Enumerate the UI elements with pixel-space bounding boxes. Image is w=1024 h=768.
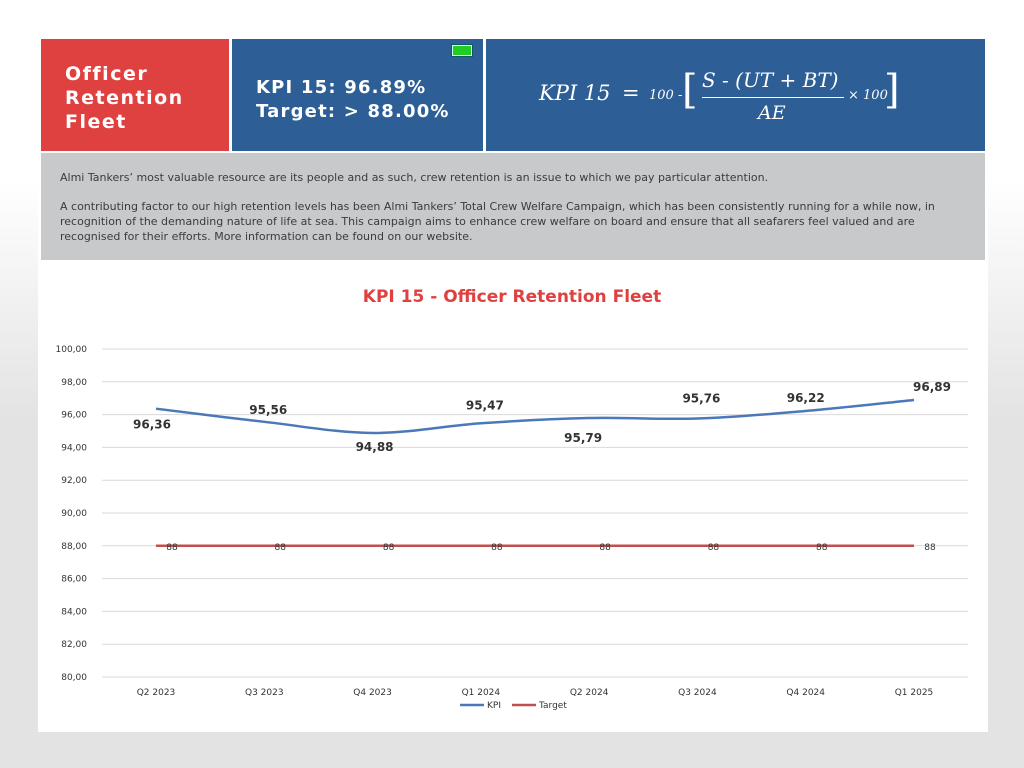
formula-numerator: S - (UT + BT) [702, 68, 839, 92]
target-data-label: 88 [383, 543, 395, 553]
formula-close-bracket: ] [884, 67, 900, 113]
formula-open-bracket: [ [682, 67, 698, 113]
x-tick-label: Q4 2023 [353, 688, 392, 698]
title-line: Retention [65, 87, 184, 109]
description-paragraph: Almi Tankers’ most valuable resource are… [60, 171, 769, 184]
formula-tile: KPI 15 = 100 - [ S - (UT + BT) AE × 100 … [486, 39, 985, 151]
kpi-data-label: 95,56 [249, 403, 287, 417]
x-tick-label: Q2 2024 [570, 688, 609, 698]
x-tick-label: Q1 2024 [462, 688, 501, 698]
kpi-card: Officer Retention Fleet KPI 15: 96.89% T… [38, 36, 988, 732]
kpi-data-label: 95,76 [682, 392, 720, 406]
x-tick-label: Q1 2025 [895, 688, 934, 698]
y-tick-label: 82,00 [61, 640, 87, 650]
kpi-series-line [155, 398, 915, 435]
formula-fraction-bar [702, 97, 844, 98]
description-paragraph: A contributing factor to our high retent… [60, 200, 935, 243]
title-line: Officer [65, 63, 149, 85]
kpi-data-label: 96,89 [913, 380, 951, 394]
description-panel: Almi Tankers’ most valuable resource are… [41, 153, 985, 260]
formula-equals: = [622, 81, 640, 105]
formula-denominator: AE [758, 102, 786, 124]
x-tick-label: Q3 2024 [678, 688, 717, 698]
y-tick-label: 100,00 [56, 345, 88, 355]
formula-hundred: 100 - [649, 88, 683, 103]
title-line: Fleet [65, 111, 127, 133]
kpi-formula: KPI 15 = 100 - [ S - (UT + BT) AE × 100 … [486, 39, 985, 151]
target-data-label: 88 [924, 543, 936, 553]
y-tick-label: 94,00 [61, 443, 87, 453]
target-data-label: 88 [816, 543, 828, 553]
target-data-label: 88 [599, 543, 611, 553]
y-tick-label: 92,00 [61, 476, 87, 486]
kpi-data-label: 94,88 [356, 440, 394, 454]
kpi-value: KPI 15: 96.89% [256, 77, 427, 98]
kpi-data-label: 96,22 [787, 391, 825, 405]
formula-lhs: KPI 15 [539, 81, 611, 105]
kpi-tile: KPI 15: 96.89% Target: > 88.00% [232, 39, 483, 151]
legend-target-label: Target [538, 701, 567, 711]
y-tick-label: 88,00 [61, 542, 87, 552]
x-tick-label: Q4 2024 [786, 688, 825, 698]
kpi-target: Target: > 88.00% [256, 101, 450, 122]
chart-title: KPI 15 - Officer Retention Fleet [362, 287, 662, 307]
target-data-label: 88 [166, 543, 178, 553]
y-tick-label: 90,00 [61, 509, 87, 519]
target-data-label: 88 [275, 543, 287, 553]
legend-kpi-label: KPI [487, 701, 501, 711]
x-tick-label: Q2 2023 [137, 688, 176, 698]
target-data-label: 88 [491, 543, 503, 553]
y-tick-label: 84,00 [61, 607, 87, 617]
kpi-data-label: 95,47 [466, 398, 504, 412]
title-tile: Officer Retention Fleet [41, 39, 229, 151]
formula-times: × 100 [848, 88, 888, 103]
y-tick-label: 98,00 [61, 378, 87, 388]
kpi-data-label: 95,79 [564, 431, 602, 445]
kpi-data-label: 96,36 [133, 418, 171, 432]
y-tick-label: 80,00 [61, 673, 87, 683]
target-data-label: 88 [708, 543, 720, 553]
y-tick-label: 96,00 [61, 411, 87, 421]
x-tick-label: Q3 2023 [245, 688, 284, 698]
header-row: Officer Retention Fleet KPI 15: 96.89% T… [38, 36, 988, 153]
status-indicator-icon [452, 45, 472, 56]
y-tick-label: 86,00 [61, 575, 87, 585]
